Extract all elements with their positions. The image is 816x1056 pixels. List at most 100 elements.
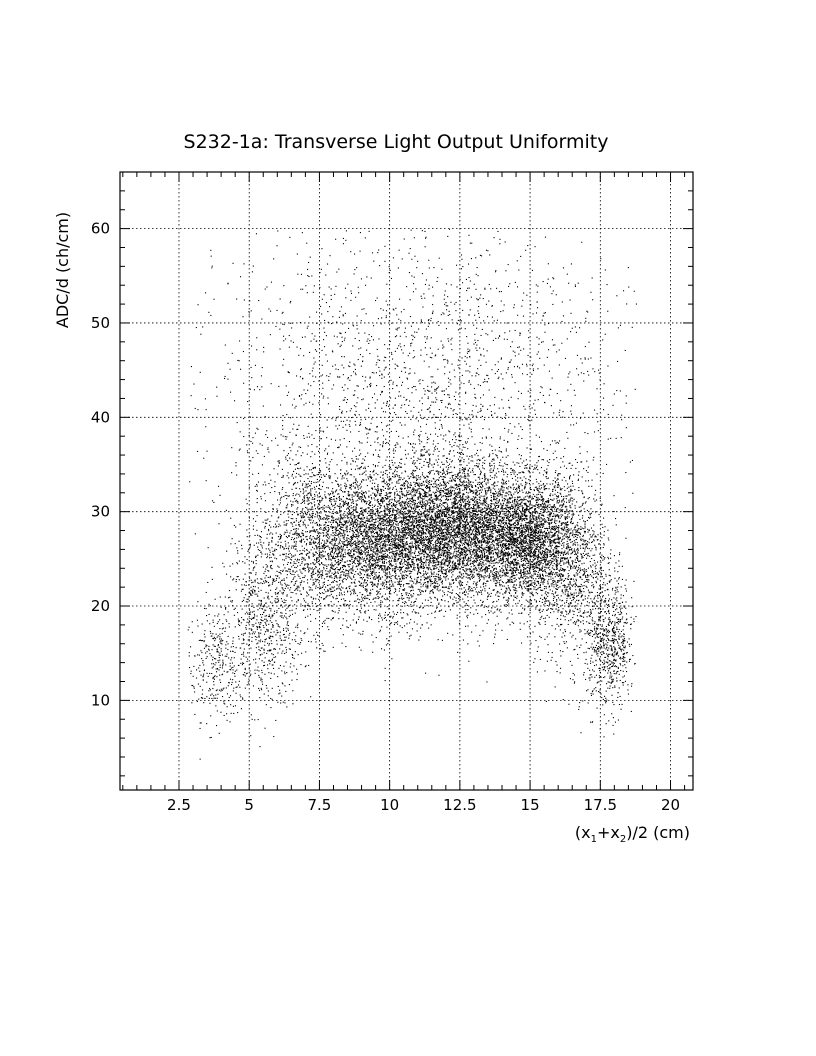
data-point (200, 650, 202, 652)
data-point (303, 576, 305, 578)
data-point (307, 493, 309, 495)
data-point (389, 514, 391, 516)
data-point (271, 621, 273, 623)
data-point (481, 539, 483, 541)
data-point (341, 570, 343, 572)
data-point (331, 516, 333, 518)
data-point (316, 538, 318, 540)
data-point (374, 566, 376, 568)
data-point (277, 545, 279, 547)
data-point (204, 636, 206, 638)
data-point (305, 485, 307, 487)
data-point (337, 483, 339, 485)
data-point (242, 588, 244, 590)
data-point (292, 555, 294, 557)
data-point (324, 551, 326, 553)
data-point (459, 522, 461, 524)
data-point (308, 640, 310, 642)
data-point (355, 585, 357, 587)
data-point (323, 540, 325, 542)
data-point (291, 475, 293, 477)
data-point (216, 697, 218, 699)
data-point (330, 503, 332, 505)
data-point (303, 516, 305, 518)
data-point (394, 517, 396, 519)
data-point (392, 473, 394, 475)
data-point (403, 512, 405, 514)
data-point (302, 530, 304, 532)
data-point (350, 568, 352, 570)
data-point (228, 696, 230, 698)
data-point (285, 535, 287, 537)
data-point (294, 589, 296, 591)
data-point (289, 558, 291, 560)
data-point (384, 540, 386, 542)
data-point (327, 534, 329, 536)
data-point (404, 522, 406, 524)
data-point (407, 594, 409, 596)
data-point (358, 517, 360, 519)
data-point (274, 661, 276, 663)
data-point (339, 528, 341, 530)
data-point (241, 608, 243, 610)
data-point (253, 544, 255, 546)
data-point (375, 495, 377, 497)
data-point (372, 523, 374, 525)
data-point (247, 601, 249, 603)
data-point (269, 560, 271, 562)
data-point (398, 539, 400, 541)
data-point (364, 547, 366, 549)
data-point (353, 549, 355, 551)
data-point (301, 580, 303, 582)
data-point (380, 552, 382, 554)
data-point (210, 694, 212, 696)
data-point (393, 553, 395, 555)
data-point (294, 581, 296, 583)
data-point (335, 545, 337, 547)
data-point (303, 474, 305, 476)
data-point (226, 671, 228, 673)
data-point (387, 488, 389, 490)
data-point (371, 527, 373, 529)
data-point (356, 568, 358, 570)
data-point (216, 651, 218, 653)
data-point (350, 560, 352, 562)
data-point (318, 503, 320, 505)
data-point (422, 527, 424, 529)
data-point (381, 648, 383, 650)
data-point (371, 529, 373, 531)
data-point (427, 613, 429, 615)
data-point (243, 662, 245, 664)
data-point (401, 563, 403, 565)
data-point (304, 502, 306, 504)
data-point (358, 454, 360, 456)
data-point (248, 486, 250, 488)
data-point (360, 522, 362, 524)
data-point (219, 666, 221, 668)
data-point (306, 591, 308, 593)
data-point (256, 498, 258, 500)
data-point (283, 524, 285, 526)
data-point (319, 588, 321, 590)
data-point (372, 570, 374, 572)
data-point (269, 615, 271, 617)
data-point (396, 552, 398, 554)
data-point (422, 575, 424, 577)
data-point (325, 511, 327, 513)
data-point (366, 591, 368, 593)
data-point (383, 568, 385, 570)
data-point (246, 611, 248, 613)
data-point (353, 591, 355, 593)
data-point (353, 550, 355, 552)
data-point (354, 487, 356, 489)
data-point (367, 564, 369, 566)
data-point (429, 592, 431, 594)
data-point (380, 547, 382, 549)
data-point (268, 614, 270, 616)
data-point (264, 673, 266, 675)
data-point (402, 520, 404, 522)
data-point (281, 496, 283, 498)
data-point (411, 533, 413, 535)
data-point (276, 511, 278, 513)
data-point (346, 485, 348, 487)
